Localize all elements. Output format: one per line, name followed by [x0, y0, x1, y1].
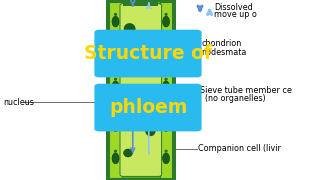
Ellipse shape	[164, 150, 168, 153]
Text: Sieve tube member ce: Sieve tube member ce	[200, 86, 292, 95]
Text: (no organelles): (no organelles)	[205, 94, 265, 103]
Bar	[123, 86, 158, 94]
Ellipse shape	[124, 23, 135, 34]
Ellipse shape	[164, 45, 168, 48]
Ellipse shape	[114, 150, 117, 153]
Ellipse shape	[112, 153, 119, 164]
Ellipse shape	[163, 16, 170, 27]
Ellipse shape	[124, 149, 132, 157]
Ellipse shape	[112, 81, 119, 92]
Ellipse shape	[163, 81, 170, 92]
Ellipse shape	[114, 45, 117, 48]
FancyBboxPatch shape	[120, 92, 162, 176]
Ellipse shape	[112, 49, 119, 59]
Text: Structure of: Structure of	[84, 44, 212, 63]
Text: phloem: phloem	[109, 98, 187, 117]
Text: Dissolved: Dissolved	[214, 3, 253, 12]
Ellipse shape	[114, 117, 117, 120]
Bar	[109, 2, 172, 178]
Bar	[133, 87, 137, 94]
Bar	[126, 87, 130, 94]
Ellipse shape	[146, 35, 155, 44]
Bar	[123, 0, 158, 6]
Ellipse shape	[163, 121, 170, 131]
Ellipse shape	[164, 117, 168, 120]
Text: nucleus: nucleus	[3, 98, 34, 107]
Bar	[109, 2, 122, 178]
Ellipse shape	[112, 16, 119, 27]
Ellipse shape	[124, 59, 132, 67]
Ellipse shape	[163, 153, 170, 164]
Text: move up o: move up o	[214, 10, 257, 19]
Bar	[160, 2, 172, 178]
Text: Companion cell (livir: Companion cell (livir	[198, 144, 281, 153]
FancyBboxPatch shape	[94, 84, 202, 131]
Ellipse shape	[124, 115, 135, 126]
Bar	[146, 87, 149, 94]
Text: nodesmata: nodesmata	[202, 48, 247, 57]
Ellipse shape	[146, 127, 155, 136]
Ellipse shape	[163, 49, 170, 59]
FancyBboxPatch shape	[120, 4, 162, 88]
Ellipse shape	[112, 121, 119, 131]
Ellipse shape	[114, 78, 117, 81]
Bar	[139, 87, 143, 94]
Ellipse shape	[114, 13, 117, 16]
Text: chondrion: chondrion	[202, 39, 242, 48]
FancyBboxPatch shape	[94, 30, 202, 77]
Ellipse shape	[164, 13, 168, 16]
Ellipse shape	[164, 78, 168, 81]
Bar	[106, 0, 176, 180]
